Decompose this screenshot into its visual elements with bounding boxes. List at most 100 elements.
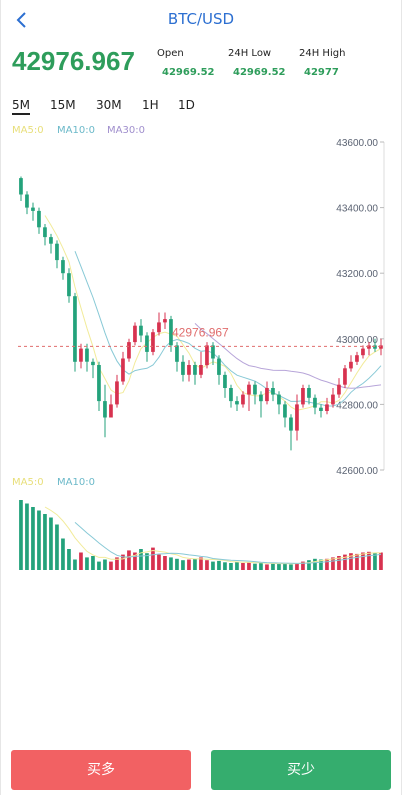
volume-bar — [25, 503, 29, 570]
candle-body — [247, 384, 251, 395]
volume-bar — [211, 561, 215, 570]
volume-bar — [193, 558, 197, 570]
ma10-line — [74, 251, 382, 407]
candlestick-chart[interactable]: 43600.00 43400.00 43200.00 43000.00 42800.00… — [0, 0, 402, 600]
volume-bar — [121, 554, 125, 570]
candle-body — [361, 348, 365, 356]
candle-body — [25, 194, 29, 208]
volume-bar — [265, 564, 269, 570]
candle-body — [193, 365, 197, 375]
volume-bar — [313, 558, 317, 570]
candle-body — [253, 384, 257, 395]
candle-body — [145, 335, 149, 352]
candle-body — [37, 210, 41, 228]
volume-bar — [31, 507, 35, 570]
volume-bar — [115, 557, 119, 570]
volume-bar — [139, 549, 143, 570]
volume-bar — [19, 500, 23, 570]
candle-body — [307, 388, 311, 398]
candle-body — [133, 325, 137, 343]
volume-bar — [61, 538, 65, 570]
candle-body — [235, 401, 239, 405]
high-value: 42977 — [304, 67, 339, 78]
buy-short-button[interactable]: 买少 — [211, 750, 391, 790]
volume-bar — [325, 558, 329, 570]
tab-1d[interactable]: 1D — [178, 98, 195, 112]
volume-bar — [343, 554, 347, 570]
candle-body — [85, 348, 89, 362]
volume-bar — [97, 561, 101, 570]
candle-body — [157, 322, 161, 333]
high-label: 24H High — [299, 48, 346, 59]
volume-bar — [361, 552, 365, 570]
candle-body — [265, 388, 269, 402]
volume-bar — [337, 556, 341, 570]
candle-body — [373, 345, 377, 349]
buy-long-button[interactable]: 买多 — [11, 750, 191, 790]
page-title: BTC/USD — [167, 10, 235, 28]
volume-bar — [205, 560, 209, 570]
volume-bar — [301, 561, 305, 570]
volume-bar — [373, 553, 377, 570]
candle-body — [205, 345, 209, 366]
volume-bar — [37, 510, 41, 570]
volume-bar — [43, 514, 47, 570]
tab-1h[interactable]: 1H — [142, 98, 159, 112]
candle-body — [229, 388, 233, 402]
volume-bar — [169, 557, 173, 570]
candle-body — [367, 345, 371, 349]
volume-bar — [319, 559, 323, 570]
tab-30m[interactable]: 30M — [96, 98, 122, 112]
y-tick-label: 43600.00 — [336, 138, 378, 149]
volume-bar — [349, 553, 353, 570]
volume-bar — [157, 554, 161, 570]
volume-bar — [229, 563, 233, 570]
volume-bar — [109, 561, 113, 570]
candle-body — [121, 358, 125, 382]
candle-body — [103, 401, 107, 418]
volume-bar — [49, 517, 53, 570]
candle-body — [19, 178, 23, 195]
low-stat: 24H Low 42969.52 — [228, 48, 286, 78]
price-ma5-legend: MA5:0 — [12, 125, 44, 136]
volume-bar — [223, 562, 227, 570]
volume-bar — [199, 557, 203, 570]
volume-bar — [241, 563, 245, 570]
candle-body — [343, 368, 347, 385]
tab-5m[interactable]: 5M — [12, 98, 30, 115]
candle-body — [325, 404, 329, 411]
candle-body — [379, 345, 383, 349]
candle-body — [301, 388, 305, 405]
volume-bar — [253, 563, 257, 570]
candle-body — [295, 404, 299, 431]
volume-bar — [55, 524, 59, 570]
open-value: 42969.52 — [162, 67, 215, 78]
candle-body — [61, 260, 65, 274]
volume-ma5-legend: MA5:0 — [12, 477, 44, 488]
volume-bar — [103, 559, 107, 570]
candle-body — [79, 348, 83, 362]
candle-body — [169, 319, 173, 346]
tab-15m[interactable]: 15M — [50, 98, 76, 112]
candle-body — [319, 407, 323, 411]
header: BTC/USD — [0, 0, 402, 40]
y-tick-label: 43200.00 — [336, 269, 378, 280]
candle-body — [187, 365, 191, 375]
candle-body — [163, 319, 167, 323]
volume-bar — [163, 556, 167, 570]
low-label: 24H Low — [228, 48, 272, 59]
last-price-label: 42976.967 — [172, 325, 229, 339]
volume-bar — [133, 552, 137, 570]
back-arrow-icon[interactable] — [12, 10, 32, 30]
left-border — [0, 0, 1, 795]
price-ma30-legend: MA30:0 — [107, 125, 145, 136]
volume-bar — [379, 552, 383, 570]
volume-bar — [79, 552, 83, 570]
candle-body — [259, 394, 263, 402]
candle-body — [199, 365, 203, 375]
volume-bar — [151, 547, 155, 570]
candle-body — [127, 342, 131, 359]
volume-bar — [73, 559, 77, 570]
volume-bar — [67, 549, 71, 570]
candle-body — [349, 361, 353, 369]
